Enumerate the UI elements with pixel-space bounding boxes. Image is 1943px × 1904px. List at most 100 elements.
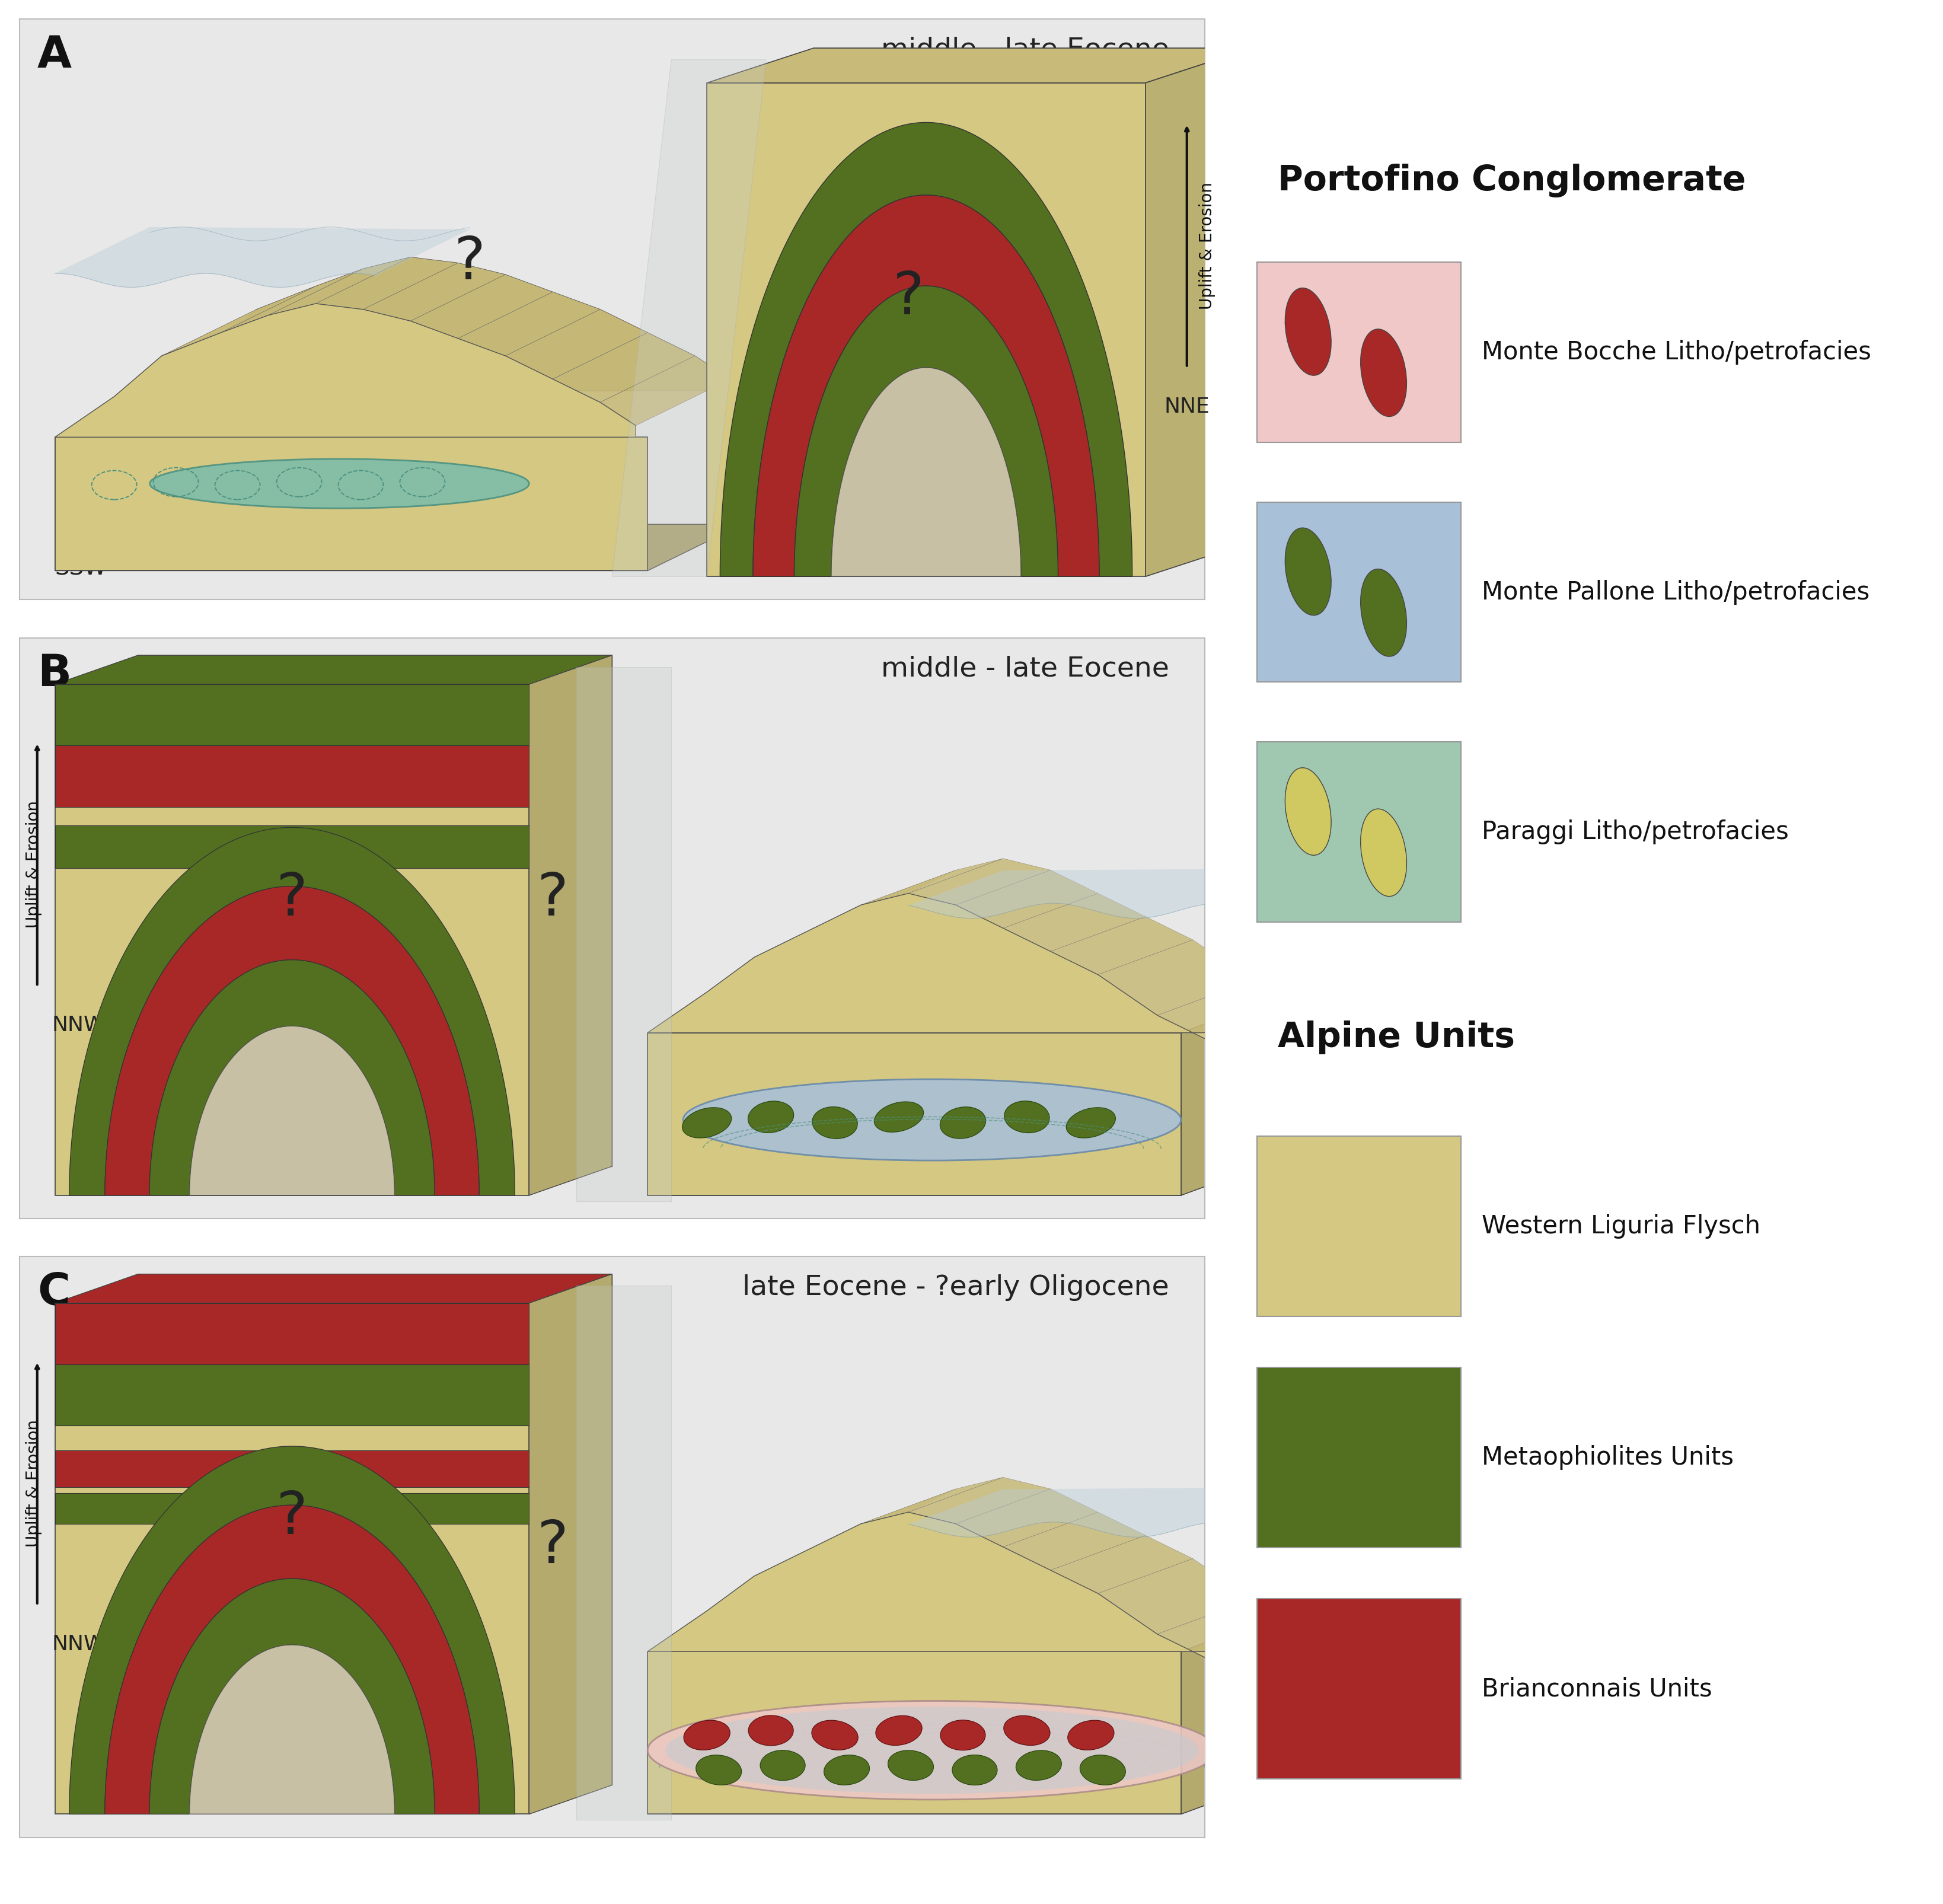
Polygon shape: [54, 824, 528, 868]
Polygon shape: [647, 893, 1216, 1043]
Polygon shape: [909, 1478, 1051, 1523]
Polygon shape: [54, 1302, 528, 1365]
Polygon shape: [861, 859, 1003, 904]
Ellipse shape: [1005, 1101, 1049, 1133]
Polygon shape: [721, 122, 1133, 577]
Ellipse shape: [1284, 288, 1331, 375]
Bar: [1257, 1137, 1461, 1316]
Polygon shape: [105, 1504, 480, 1815]
Text: ?: ?: [536, 870, 569, 927]
Text: NNE: NNE: [1164, 396, 1210, 417]
Text: ?: ?: [455, 234, 486, 291]
Polygon shape: [1146, 48, 1251, 577]
Text: NNW: NNW: [52, 1015, 105, 1036]
Polygon shape: [647, 958, 802, 1032]
Text: ?: ?: [892, 268, 925, 327]
Polygon shape: [54, 1302, 528, 1815]
Ellipse shape: [665, 1706, 1199, 1794]
Polygon shape: [54, 655, 612, 684]
Text: late Eocene - ?early Oligocene: late Eocene - ?early Oligocene: [742, 1274, 1170, 1300]
Text: B: B: [37, 653, 72, 695]
Polygon shape: [707, 84, 1146, 577]
Polygon shape: [54, 524, 742, 571]
Text: Western Liguria Flysch: Western Liguria Flysch: [1483, 1213, 1760, 1240]
Ellipse shape: [1284, 767, 1331, 855]
Ellipse shape: [1080, 1755, 1125, 1784]
Ellipse shape: [150, 459, 528, 508]
Ellipse shape: [1016, 1750, 1061, 1780]
Polygon shape: [754, 1512, 909, 1577]
Polygon shape: [600, 356, 731, 425]
Polygon shape: [363, 263, 505, 322]
Bar: [1257, 743, 1461, 922]
Polygon shape: [707, 1540, 849, 1611]
Ellipse shape: [940, 1106, 985, 1139]
Polygon shape: [54, 684, 528, 746]
Polygon shape: [190, 1026, 394, 1196]
Ellipse shape: [1005, 1716, 1049, 1746]
Polygon shape: [1181, 998, 1277, 1196]
Polygon shape: [814, 870, 956, 927]
Polygon shape: [647, 1160, 1277, 1196]
Text: Alpine Units: Alpine Units: [1277, 1021, 1516, 1055]
Ellipse shape: [748, 1716, 793, 1746]
Ellipse shape: [647, 1700, 1216, 1799]
Polygon shape: [505, 308, 647, 379]
Ellipse shape: [940, 1719, 985, 1750]
Text: Metaophiolites Units: Metaophiolites Units: [1483, 1445, 1733, 1470]
Text: Paraggi Litho/petrofacies: Paraggi Litho/petrofacies: [1483, 819, 1788, 845]
Polygon shape: [268, 257, 410, 316]
Bar: [1257, 503, 1461, 682]
Polygon shape: [70, 1447, 515, 1815]
Ellipse shape: [1360, 329, 1407, 417]
Polygon shape: [956, 1489, 1098, 1546]
Text: SSE: SSE: [1125, 1175, 1170, 1198]
Polygon shape: [814, 1489, 956, 1546]
Bar: [1257, 1599, 1461, 1778]
Text: C: C: [37, 1272, 70, 1314]
Bar: [1257, 263, 1461, 442]
Polygon shape: [70, 828, 515, 1196]
Text: ?: ?: [276, 1489, 307, 1546]
Polygon shape: [54, 390, 150, 571]
Text: middle - late Eocene: middle - late Eocene: [880, 36, 1170, 63]
Polygon shape: [528, 1274, 612, 1815]
Text: Brianconnais Units: Brianconnais Units: [1483, 1676, 1712, 1702]
Text: Portofino Conglomerate: Portofino Conglomerate: [1277, 164, 1745, 198]
Text: Monte Bocche Litho/petrofacies: Monte Bocche Litho/petrofacies: [1483, 339, 1871, 366]
Text: Monte Pallone Litho/petrofacies: Monte Pallone Litho/petrofacies: [1483, 579, 1869, 605]
Polygon shape: [1181, 1616, 1277, 1815]
Text: A: A: [37, 34, 72, 76]
Polygon shape: [909, 1487, 1312, 1537]
Ellipse shape: [874, 1102, 923, 1133]
Polygon shape: [54, 746, 528, 807]
Polygon shape: [1098, 941, 1251, 1015]
Ellipse shape: [812, 1106, 857, 1139]
Ellipse shape: [876, 1716, 923, 1746]
Polygon shape: [909, 859, 1051, 904]
Polygon shape: [832, 367, 1020, 577]
Text: SSE: SSE: [1125, 1794, 1170, 1816]
Polygon shape: [577, 666, 672, 1201]
Polygon shape: [647, 1778, 1277, 1815]
Text: middle - late Eocene: middle - late Eocene: [880, 655, 1170, 682]
Polygon shape: [150, 257, 731, 390]
Polygon shape: [54, 227, 470, 288]
Polygon shape: [861, 1478, 1003, 1523]
Polygon shape: [707, 922, 849, 992]
Polygon shape: [105, 885, 480, 1196]
Ellipse shape: [748, 1101, 795, 1133]
Polygon shape: [161, 286, 315, 356]
Polygon shape: [647, 1032, 1181, 1196]
Polygon shape: [54, 438, 647, 571]
Text: Uplift & Erosion: Uplift & Erosion: [25, 1418, 43, 1546]
Polygon shape: [647, 1577, 802, 1651]
Ellipse shape: [684, 1080, 1181, 1160]
Ellipse shape: [888, 1750, 933, 1780]
Polygon shape: [707, 48, 1251, 84]
Polygon shape: [754, 194, 1100, 577]
Ellipse shape: [824, 1755, 870, 1784]
Polygon shape: [647, 1651, 1181, 1815]
Ellipse shape: [1284, 527, 1331, 615]
Ellipse shape: [812, 1721, 859, 1750]
